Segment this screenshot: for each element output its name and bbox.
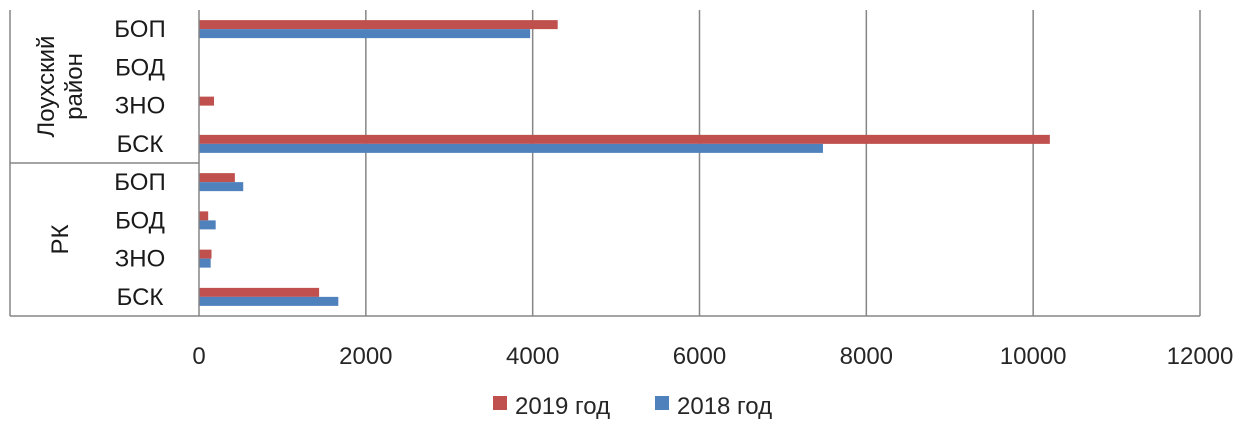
bar [199,211,209,221]
bar [199,173,235,183]
bar [199,20,558,30]
bar [199,258,211,268]
x-tick-labels: 0 2000 4000 6000 8000 10000 12000 [192,343,1233,370]
legend-label: 2019 год [515,393,610,420]
category-label: БОП [114,16,165,43]
bar [199,96,215,106]
bars [199,20,1050,306]
bar [199,29,531,39]
category-label: БСК [117,284,164,311]
x-tick-label: 2000 [339,343,392,370]
legend: 2019 год 2018 год [493,393,772,420]
bar [199,296,339,306]
legend-swatch [655,396,669,410]
bar [199,287,320,297]
group-label: РК [47,224,74,254]
category-label: БОД [115,54,165,81]
x-tick-label: 4000 [506,343,559,370]
bar [199,220,216,230]
category-label: БОП [114,169,165,196]
category-label: ЗНО [115,246,166,273]
x-tick-label: 6000 [673,343,726,370]
x-tick-label: 10000 [1000,343,1067,370]
x-tick-label: 0 [192,343,205,370]
category-label: БСК [117,131,164,158]
bar [199,143,823,153]
group-labels: Лоухский район РК [33,36,88,255]
group-label: Лоухский [33,36,60,138]
category-labels: БОП БОД ЗНО БСК БОП БОД ЗНО БСК [114,16,165,311]
x-tick-label: 12000 [1167,343,1234,370]
gridlines [365,10,1201,316]
bar [199,182,244,192]
category-label: БОД [115,207,165,234]
category-label: ЗНО [115,93,166,120]
legend-swatch [493,396,507,410]
x-tick-label: 8000 [840,343,893,370]
group-label: район [61,53,88,120]
bar [199,249,212,259]
legend-label: 2018 год [677,393,772,420]
axes [9,10,1200,317]
bar [199,134,1050,144]
